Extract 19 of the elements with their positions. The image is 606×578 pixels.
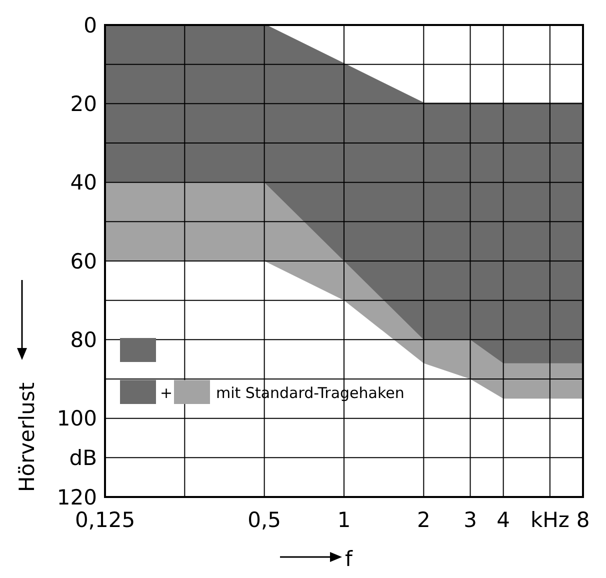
y-tick-label: 0	[84, 13, 97, 38]
y-tick-label: dB	[69, 446, 97, 470]
y-tick-label: 20	[70, 92, 97, 116]
y-tick-label: 40	[70, 170, 97, 195]
x-tick-label: 2	[416, 508, 430, 532]
y-tick-label: 120	[56, 485, 97, 510]
x-tick-label: 1	[337, 508, 351, 532]
x-tick-label: 8	[576, 508, 590, 532]
x-tick-label: 0,125	[74, 508, 136, 532]
y-tick-label: 60	[70, 249, 97, 274]
x-tick-label: 0,5	[248, 508, 282, 532]
x-axis-title: f	[345, 547, 353, 571]
annotation: +	[160, 384, 173, 402]
y-tick-label: 80	[70, 328, 97, 352]
y-tick-label: 100	[56, 406, 97, 431]
x-tick-label: 4	[496, 508, 510, 532]
x-tick-label: 3	[464, 508, 477, 532]
x-tick-label: kHz	[530, 508, 570, 532]
y-axis-title: Hörverlust	[15, 382, 39, 492]
